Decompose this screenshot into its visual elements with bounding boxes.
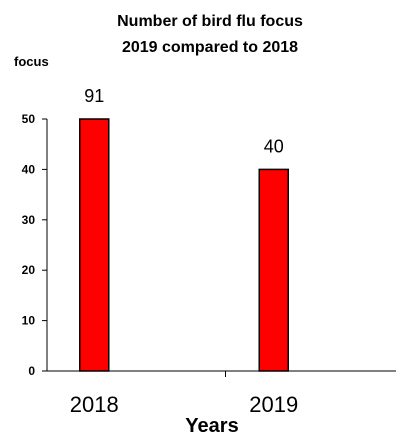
data-label-2018: 91 [84, 86, 104, 106]
chart-title-line-2: 2019 compared to 2018 [122, 39, 298, 56]
y-tick-label: 50 [22, 112, 36, 126]
x-tick-label-2019: 2019 [249, 392, 298, 417]
y-tick-label: 20 [22, 263, 36, 277]
bar-2018 [79, 118, 110, 372]
x-tick-label-2018: 2018 [70, 392, 119, 417]
y-tick-label: 40 [22, 162, 36, 176]
chart-title-line-1: Number of bird flu focus [117, 13, 303, 30]
x-axis-label: Years [185, 415, 238, 436]
data-label-2019: 40 [264, 136, 284, 156]
y-axis-label: focus [14, 54, 49, 69]
plot-area: 0 10 20 30 40 50 91 2018 40 2019 [22, 86, 396, 417]
y-tick-label: 0 [28, 364, 35, 378]
y-tick-label: 10 [22, 314, 36, 328]
y-tick-label: 30 [22, 213, 36, 227]
bar-2019 [258, 168, 289, 372]
